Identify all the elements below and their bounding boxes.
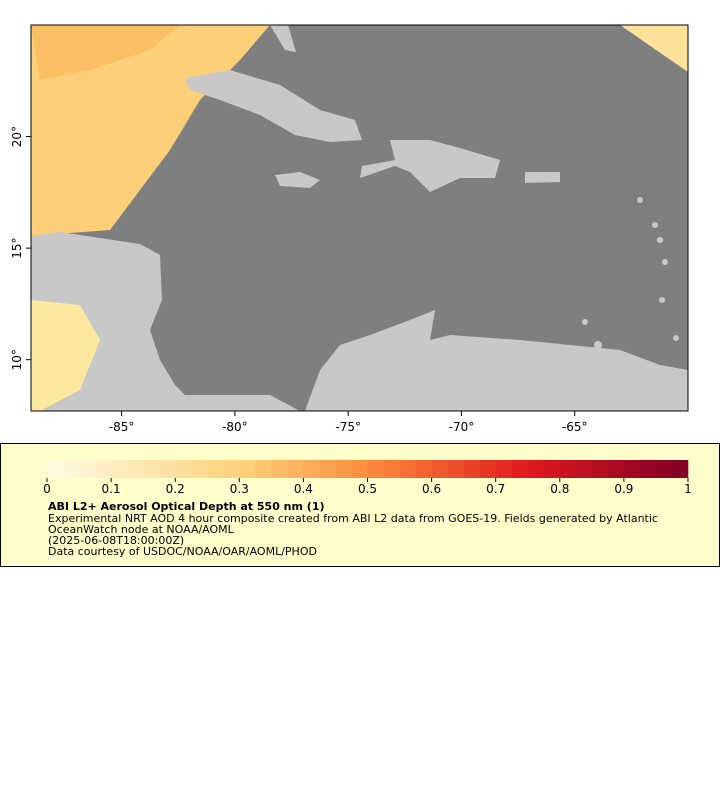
colorbar-tick-label: 0.8	[550, 482, 569, 496]
colorbar-swatch	[655, 460, 673, 478]
aerosol-region	[620, 25, 688, 72]
y-tick-label: 10°	[10, 349, 24, 370]
land	[270, 25, 296, 52]
colorbar-tick-label: 0.5	[358, 482, 377, 496]
colorbar-swatch	[383, 460, 400, 478]
colorbar-swatch	[575, 460, 593, 478]
colorbar-swatch	[271, 460, 288, 478]
colorbar-swatch	[95, 460, 112, 478]
map	[30, 24, 689, 412]
colorbar-swatch	[671, 460, 689, 478]
colorbar-swatch	[335, 460, 352, 478]
legend-line: OceanWatch node at NOAA/AOML	[48, 523, 235, 536]
colorbar-swatch	[223, 460, 240, 478]
colorbar-swatch	[351, 460, 368, 478]
colorbar-swatch	[447, 460, 464, 478]
x-tick-label: -70°	[449, 420, 475, 434]
x-tick-label: -75°	[335, 420, 361, 434]
y-tick-label: 15°	[10, 237, 24, 258]
colorbar-swatch	[175, 460, 192, 478]
colorbar-tick-label: 0.3	[230, 482, 249, 496]
colorbar-swatch	[495, 460, 513, 478]
colorbar-swatch	[527, 460, 545, 478]
colorbar-swatch	[239, 460, 256, 478]
colorbar-swatch	[111, 460, 128, 478]
colorbar-swatch	[287, 460, 304, 478]
colorbar-swatch	[63, 460, 80, 478]
colorbar-swatch	[367, 460, 384, 478]
land	[275, 172, 320, 188]
legend-line: Data courtesy of USDOC/NOAA/OAR/AOML/PHO…	[48, 545, 317, 558]
colorbar-tick-label: 0.2	[166, 482, 185, 496]
colorbar-swatch	[543, 460, 561, 478]
land	[31, 232, 300, 411]
legend-title: ABI L2+ Aerosol Optical Depth at 550 nm …	[48, 500, 325, 513]
colorbar-swatch	[639, 460, 657, 478]
colorbar-swatch	[623, 460, 641, 478]
islands	[582, 197, 679, 349]
aerosol-region	[31, 300, 100, 411]
aerosol-region	[31, 25, 180, 80]
colorbar-swatch	[47, 460, 64, 478]
colorbar-swatch	[143, 460, 160, 478]
colorbar-swatch	[431, 460, 448, 478]
colorbar-swatch	[607, 460, 625, 478]
colorbar-tick-label: 0.9	[614, 482, 633, 496]
x-tick-label: -85°	[109, 420, 135, 434]
colorbar-swatch	[463, 460, 480, 478]
land	[305, 310, 688, 411]
colorbar-tick-label: 1	[684, 482, 692, 496]
y-tick-label: 20°	[10, 126, 24, 147]
colorbar-swatch	[159, 460, 176, 478]
map-frame	[30, 24, 689, 412]
colorbar-swatch	[559, 460, 577, 478]
colorbar-tick-label: 0.4	[294, 482, 313, 496]
colorbar-swatch	[479, 460, 496, 478]
legend-line: (2025-06-08T18:00:00Z)	[48, 534, 184, 547]
x-tick-label: -80°	[222, 420, 248, 434]
legend-line: Experimental NRT AOD 4 hour composite cr…	[48, 512, 658, 525]
colorbar-swatch	[255, 460, 272, 478]
colorbar-swatch	[591, 460, 609, 478]
colorbar-swatch	[415, 460, 432, 478]
colorbar-tick-label: 0.6	[422, 482, 441, 496]
colorbar-swatch	[191, 460, 208, 478]
colorbar-tick-label: 0.1	[102, 482, 121, 496]
colorbar-swatch	[207, 460, 224, 478]
land	[185, 70, 362, 142]
colorbar-swatch	[303, 460, 320, 478]
land	[525, 172, 560, 183]
colorbar-swatch	[399, 460, 416, 478]
colorbar-swatch	[511, 460, 529, 478]
colorbar-swatch	[127, 460, 144, 478]
colorbar-swatch	[79, 460, 96, 478]
x-tick-label: -65°	[562, 420, 588, 434]
colorbar-tick-label: 0	[43, 482, 51, 496]
colorbar-swatch	[319, 460, 336, 478]
land	[360, 140, 500, 192]
colorbar-tick-label: 0.7	[486, 482, 505, 496]
